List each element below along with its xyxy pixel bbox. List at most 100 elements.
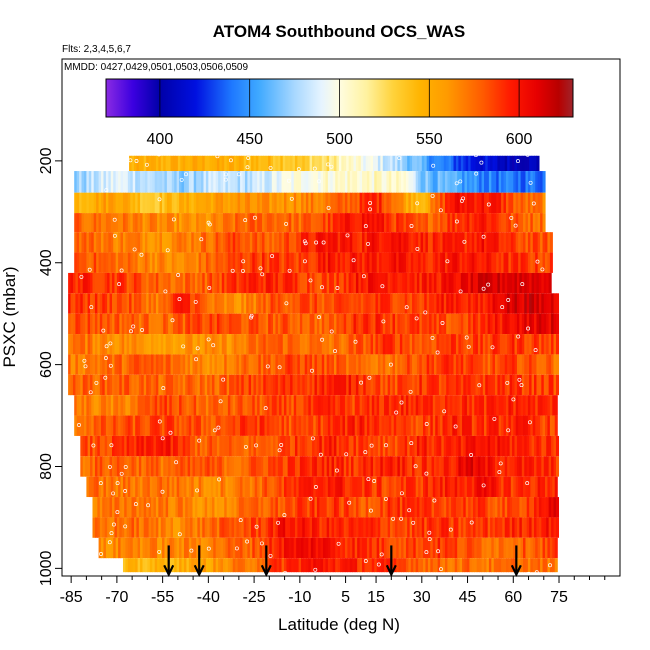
heatmap-cell <box>148 334 152 355</box>
heatmap-cell <box>310 192 314 214</box>
heatmap-cell <box>187 435 191 457</box>
heatmap-cell <box>72 334 77 355</box>
heatmap-cell <box>76 232 80 253</box>
heatmap-cell <box>172 354 177 375</box>
heatmap-cell <box>159 252 163 273</box>
heatmap-cell <box>237 415 241 436</box>
heatmap-cell <box>333 517 338 538</box>
heatmap-cell <box>523 537 527 559</box>
heatmap-cell <box>194 497 198 518</box>
sample-point <box>296 167 301 172</box>
heatmap-cell <box>287 517 291 538</box>
heatmap-cell <box>387 456 391 477</box>
heatmap-cell <box>225 192 229 214</box>
heatmap-cell <box>492 334 496 355</box>
heatmap-cell <box>512 374 516 396</box>
heatmap-cell <box>277 313 281 335</box>
heatmap-cell <box>501 192 505 214</box>
heatmap-cell <box>343 272 347 294</box>
heatmap-cell <box>177 293 181 314</box>
heatmap-cell <box>165 313 169 335</box>
heatmap-cell <box>503 171 507 193</box>
heatmap-cell <box>293 476 297 498</box>
heatmap-cell <box>307 456 311 477</box>
heatmap-cell <box>265 334 269 355</box>
heatmap-cell <box>101 415 105 436</box>
heatmap-cell <box>82 374 86 396</box>
heatmap-cell <box>529 272 533 294</box>
sample-point <box>218 399 223 404</box>
heatmap-cell <box>180 456 184 477</box>
heatmap-cell <box>90 456 94 477</box>
heatmap-cell <box>229 313 233 335</box>
heatmap-cell <box>470 497 474 518</box>
heatmap-cell <box>255 456 259 477</box>
heatmap-cell <box>370 334 374 355</box>
heatmap-cell <box>442 476 446 498</box>
heatmap-cell <box>303 537 307 559</box>
heatmap-cell <box>142 192 146 214</box>
heatmap-cell <box>87 435 91 457</box>
heatmap-cell <box>283 537 288 559</box>
heatmap-cell <box>287 497 291 518</box>
heatmap-cell <box>137 558 141 573</box>
heatmap-cell <box>451 334 455 355</box>
heatmap-cell <box>253 313 257 335</box>
heatmap-cell <box>309 272 313 294</box>
heatmap-cell <box>204 155 208 172</box>
heatmap-cell <box>313 252 317 273</box>
heatmap-cell <box>242 171 246 193</box>
heatmap-cell <box>446 374 450 396</box>
heatmap-cell <box>434 313 438 335</box>
heatmap-cell <box>251 354 255 375</box>
heatmap-cell <box>534 456 538 477</box>
heatmap-cell <box>481 415 485 436</box>
heatmap-cell <box>138 313 142 335</box>
heatmap-cell <box>253 435 257 457</box>
heatmap-cell <box>79 252 83 273</box>
heatmap-cell <box>152 171 156 193</box>
heatmap-cell <box>273 354 277 375</box>
heatmap-cell <box>296 558 300 573</box>
heatmap-cell <box>448 272 452 294</box>
heatmap-cell <box>87 374 91 396</box>
heatmap-cell <box>408 232 412 253</box>
sample-point <box>157 197 162 202</box>
heatmap-cell <box>201 232 205 253</box>
heatmap-cell <box>285 354 289 375</box>
heatmap-cell <box>347 252 351 273</box>
sample-point <box>87 267 92 272</box>
heatmap-cell <box>424 517 428 538</box>
heatmap-cell <box>102 374 106 396</box>
heatmap-cell <box>540 415 544 436</box>
heatmap-cell <box>524 517 528 538</box>
heatmap-cell <box>147 192 151 214</box>
heatmap-cell <box>505 558 509 573</box>
heatmap-cell <box>293 558 297 573</box>
heatmap-cell <box>547 252 551 273</box>
heatmap-cell <box>303 415 307 436</box>
heatmap-cell <box>355 435 359 457</box>
heatmap-cell <box>403 252 407 273</box>
heatmap-cell <box>159 213 163 233</box>
heatmap-cell <box>403 192 407 214</box>
heatmap-cell <box>404 456 408 477</box>
heatmap-cell <box>181 171 185 193</box>
heatmap-cell <box>436 313 440 335</box>
heatmap-cell <box>262 476 266 498</box>
heatmap-cell <box>382 313 386 335</box>
heatmap-cell <box>244 395 248 416</box>
heatmap-cell <box>229 272 233 294</box>
heatmap-cell <box>255 293 259 314</box>
heatmap-cell <box>336 354 340 375</box>
heatmap-cell <box>160 155 164 172</box>
heatmap-cell <box>447 558 451 573</box>
heatmap-cell <box>541 374 545 396</box>
heatmap-cell <box>399 435 403 457</box>
heatmap-cell <box>181 476 185 498</box>
x-tick-label: 5 <box>341 589 350 606</box>
heatmap-cell <box>126 456 130 477</box>
heatmap-cell <box>538 497 542 518</box>
heatmap-cell <box>223 537 227 559</box>
heatmap-cell <box>531 456 535 477</box>
